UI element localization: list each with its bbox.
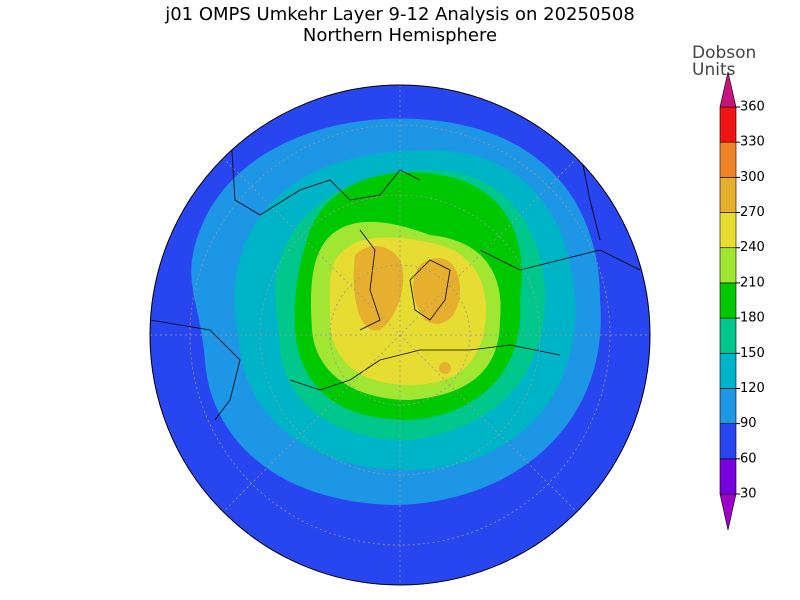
colorbar-triangle — [719, 71, 737, 108]
map-border — [149, 84, 651, 586]
colorbar-tick-label: 240 — [740, 240, 765, 255]
colorbar-tick-label: 210 — [740, 275, 765, 290]
colorbar-box — [719, 247, 737, 284]
colorbar-tick-label: 30 — [740, 487, 757, 502]
colorbar-box — [719, 352, 737, 389]
colorbar-box — [719, 141, 737, 178]
colorbar-tick-label: 150 — [740, 346, 765, 361]
colorbar-tick-label: 330 — [740, 135, 765, 150]
colorbar-box — [719, 282, 737, 319]
colorbar-tick-label: 90 — [740, 416, 757, 431]
colorbar-box — [719, 458, 737, 495]
colorbar-box — [719, 423, 737, 460]
colorbar-triangle — [719, 493, 737, 531]
colorbar-tick-label: 120 — [740, 381, 765, 396]
colorbar-tick-label: 300 — [740, 170, 765, 185]
colorbar: 30 60 90 120 150 180 210 240 270 300 330 360 — [719, 71, 765, 531]
colorbar-box — [719, 177, 737, 213]
colorbar-tick-label: 360 — [740, 100, 765, 115]
colorbar-label: Dobson — [692, 43, 756, 63]
title: j01 OMPS Umkehr Layer 9-12 Analysis on 2… — [164, 4, 635, 25]
graticule — [150, 85, 650, 585]
colorbar-tick-label: 270 — [740, 205, 765, 220]
colorbar-label: Units — [692, 60, 736, 80]
colorbar-box — [719, 388, 737, 424]
subtitle: Northern Hemisphere — [303, 25, 497, 46]
colorbar-tick-label: 180 — [740, 311, 765, 326]
colorbar-box — [719, 212, 737, 249]
coastlines — [150, 119, 641, 421]
colorbar-box — [719, 317, 737, 354]
colorbar-tick-label: 60 — [740, 451, 757, 466]
colorbar-box — [719, 106, 737, 143]
